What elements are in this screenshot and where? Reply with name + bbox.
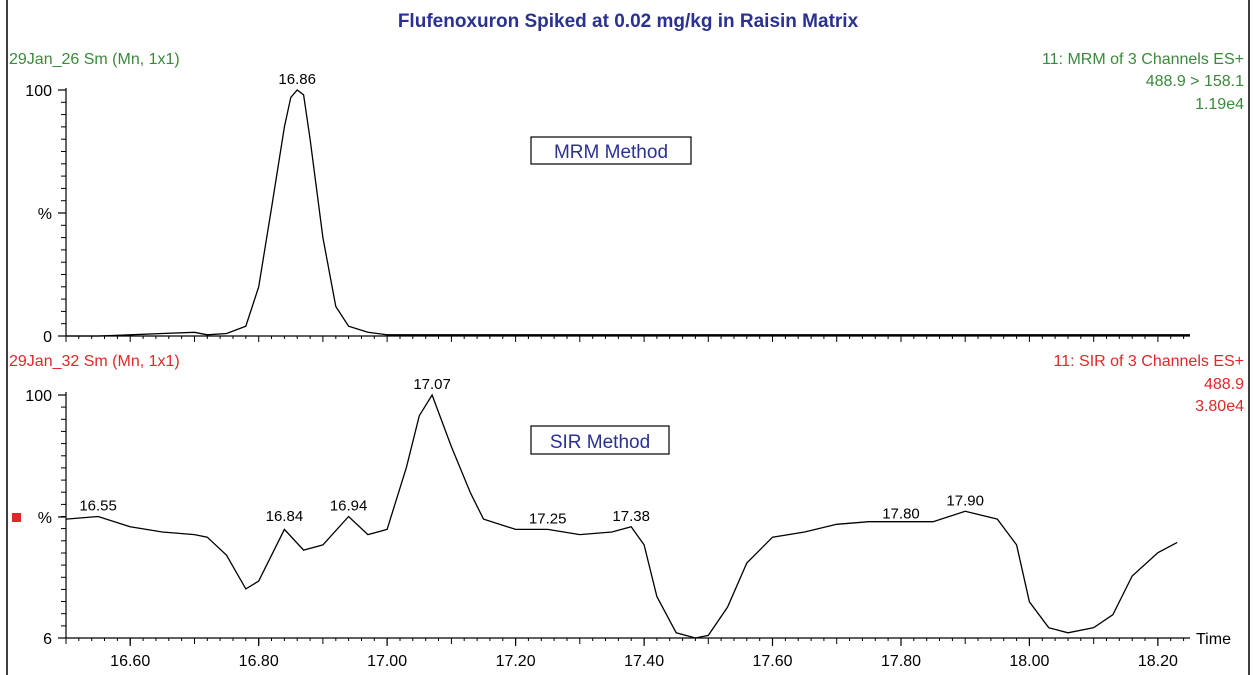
mrm-x-minor-ticks xyxy=(65,336,1185,342)
x-tick-label: 17.20 xyxy=(496,653,536,670)
sir-peak-label: 17.25 xyxy=(529,510,567,527)
sir-x-minor-ticks xyxy=(65,638,1185,644)
mrm-header-left: 29Jan_26 Sm (Mn, 1x1) xyxy=(9,51,180,68)
sir-ytick-label-6: 6 xyxy=(43,631,52,648)
sir-peak-label: 17.38 xyxy=(612,508,650,525)
chart-title: Flufenoxuron Spiked at 0.02 mg/kg in Rai… xyxy=(398,11,859,32)
sir-method-box xyxy=(530,425,670,455)
mrm-trace-line xyxy=(66,89,1190,337)
mrm-ytick-label-100: 100 xyxy=(25,83,52,100)
x-axis-title: Time xyxy=(1196,631,1231,648)
x-tick-label: 18.00 xyxy=(1009,653,1049,670)
sir-peak-label: 17.07 xyxy=(413,376,451,393)
sir-header-right-line2: 488.9 xyxy=(1204,376,1244,393)
mrm-ytick-label-0: 0 xyxy=(43,329,52,346)
sir-peak-label: 16.94 xyxy=(330,498,368,515)
sir-ytick-label-100: 100 xyxy=(25,388,52,405)
sir-header-right-line3: 3.80e4 xyxy=(1195,398,1244,415)
x-tick-label: 17.80 xyxy=(881,653,921,670)
mrm-method-label: MRM Method xyxy=(554,142,668,163)
x-tick-label: 17.00 xyxy=(367,653,407,670)
mrm-method-box xyxy=(530,136,692,165)
sir-peak-label: 17.90 xyxy=(946,492,984,509)
sir-ytick-label-percent: % xyxy=(38,510,52,527)
sir-method-label: SIR Method xyxy=(550,432,650,453)
sir-x-ticks: 16.60 16.80 17.00 17.20 17.40 17.60 17.80 18.00… xyxy=(110,638,1178,670)
sir-header-left: 29Jan_32 Sm (Mn, 1x1) xyxy=(9,353,180,370)
mrm-header-right-line1: 11: MRM of 3 Channels ES+ xyxy=(1042,51,1244,68)
sir-panel: 29Jan_32 Sm (Mn, 1x1) 11: SIR of 3 Chann… xyxy=(9,353,1244,670)
x-tick-label: 16.80 xyxy=(239,653,279,670)
sir-peak-labels: 16.55 16.84 16.94 17.07 17.25 17.38 17.80 17.90 xyxy=(79,376,984,527)
x-tick-label: 17.40 xyxy=(624,653,664,670)
x-tick-label: 16.60 xyxy=(110,653,150,670)
sir-peak-label: 16.84 xyxy=(266,508,304,525)
mrm-peak-labels: 16.86 xyxy=(278,71,316,88)
x-tick-label: 17.60 xyxy=(752,653,792,670)
sir-trace-line xyxy=(65,393,1178,639)
sir-header-right-line1: 11: SIR of 3 Channels ES+ xyxy=(1054,353,1244,370)
mrm-ytick-label-percent: % xyxy=(38,206,52,223)
mrm-peak-label: 16.86 xyxy=(278,71,316,88)
mrm-panel: 29Jan_26 Sm (Mn, 1x1) 11: MRM of 3 Chann… xyxy=(9,51,1244,346)
sir-peak-label: 16.55 xyxy=(79,498,117,515)
mrm-header-right-line3: 1.19e4 xyxy=(1195,96,1244,113)
mrm-header-right-line2: 488.9 > 158.1 xyxy=(1146,73,1244,90)
sir-peak-label: 17.80 xyxy=(882,505,920,522)
x-tick-label: 18.20 xyxy=(1138,653,1178,670)
sir-red-marker xyxy=(12,513,21,522)
